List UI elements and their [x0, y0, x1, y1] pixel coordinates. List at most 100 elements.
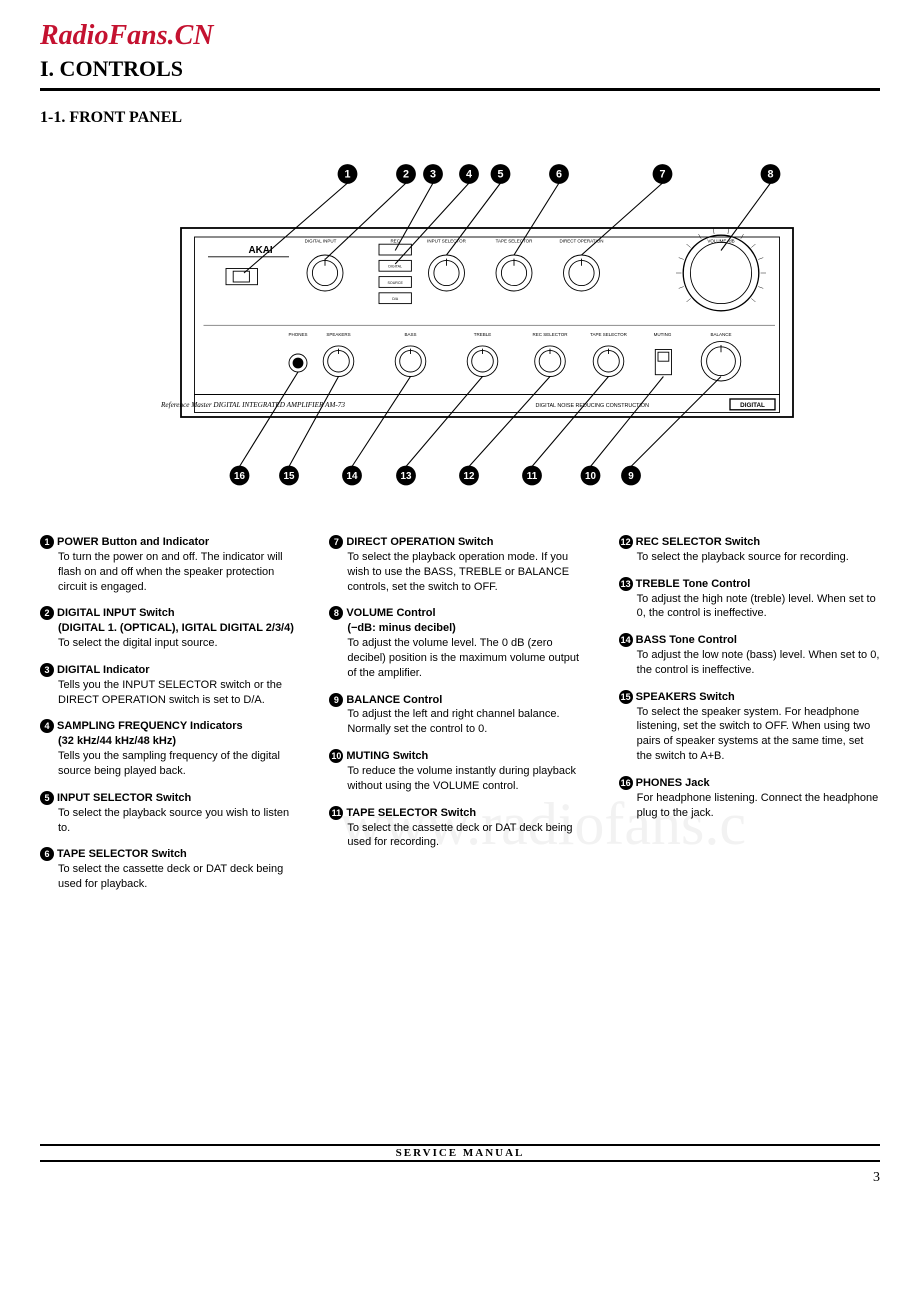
entry-num: 9 [329, 693, 343, 707]
entry-num: 2 [40, 606, 54, 620]
svg-text:Reference Master DIGITAL INTE: Reference Master DIGITAL INTEGRATED AMPL… [160, 401, 345, 409]
entry-num: 6 [40, 847, 54, 861]
entry-title: INPUT SELECTOR Switch [57, 792, 191, 804]
entry-num: 5 [40, 791, 54, 805]
entry-title: SAMPLING FREQUENCY Indicators [57, 720, 243, 732]
entry-desc: To select the speaker system. For headph… [637, 705, 880, 764]
entry-4: 4SAMPLING FREQUENCY Indicators (32 kHz/44… [40, 719, 301, 778]
svg-text:PHONES: PHONES [288, 332, 307, 337]
entry-num: 14 [619, 633, 633, 647]
entry-16: 16PHONES Jack For headphone listening. Co… [619, 776, 880, 821]
entry-num: 16 [619, 776, 633, 790]
description-columns: 1POWER Button and Indicator To turn the p… [40, 535, 880, 904]
entry-13: 13TREBLE Tone ControlTo adjust the high … [619, 577, 880, 622]
entry-desc: To select the cassette deck or DAT deck … [347, 821, 590, 851]
svg-text:DIGITAL INPUT: DIGITAL INPUT [305, 238, 337, 243]
entry-10: 10MUTING Switch To reduce the volume inst… [329, 749, 590, 794]
entry-num: 7 [329, 535, 343, 549]
entry-desc: To reduce the volume instantly during pl… [347, 764, 590, 794]
entry-desc: Tells you the INPUT SELECTOR switch or t… [58, 678, 301, 708]
svg-text:14: 14 [347, 471, 358, 482]
entry-num: 10 [329, 749, 343, 763]
entry-desc: To adjust the high note (treble) level. … [637, 592, 880, 622]
svg-text:SPEAKERS: SPEAKERS [326, 332, 350, 337]
svg-text:TAPE SELECTOR: TAPE SELECTOR [496, 238, 534, 243]
entry-desc: To adjust the volume level. The 0 dB (ze… [347, 636, 590, 681]
svg-text:3: 3 [430, 169, 436, 181]
entry-sub: (32 kHz/44 kHz/48 kHz) [58, 734, 301, 749]
entry-12: 12REC SELECTOR Switch To select the playb… [619, 535, 880, 565]
entry-desc: To adjust the left and right channel bal… [347, 707, 590, 737]
svg-text:15: 15 [284, 471, 295, 482]
svg-text:7: 7 [660, 169, 666, 181]
svg-text:DIGITAL: DIGITAL [388, 265, 402, 269]
page-number: 3 [40, 1170, 880, 1186]
entry-title: REC SELECTOR Switch [636, 536, 760, 548]
section-rule [40, 88, 880, 91]
entry-title: SPEAKERS Switch [636, 691, 735, 703]
entry-11: 11TAPE SELECTOR Switch To select the cass… [329, 806, 590, 851]
svg-text:6: 6 [556, 169, 562, 181]
svg-text:11: 11 [527, 471, 538, 482]
svg-text:SOURCE: SOURCE [388, 281, 404, 285]
entry-desc: Tells you the sampling frequency of the … [58, 749, 301, 779]
entry-15: 15SPEAKERS Switch To select the speaker s… [619, 690, 880, 764]
entry-title: DIGITAL INPUT Switch [57, 607, 175, 619]
entry-title: POWER Button and Indicator [57, 536, 209, 548]
entry-title: BASS Tone Control [636, 634, 737, 646]
entry-desc: To select the cassette deck or DAT deck … [58, 862, 301, 892]
entry-desc: To adjust the low note (bass) level. Whe… [637, 648, 880, 678]
svg-text:4: 4 [466, 169, 472, 181]
svg-text:TREBLE: TREBLE [474, 332, 492, 337]
entry-5: 5INPUT SELECTOR Switch To select the play… [40, 791, 301, 836]
entry-2: 2DIGITAL INPUT Switch (DIGITAL 1. (OPTICA… [40, 606, 301, 651]
svg-text:12: 12 [464, 471, 475, 482]
entry-sub: (−dB: minus decibel) [347, 621, 590, 636]
svg-text:BALANCE: BALANCE [710, 332, 731, 337]
entry-desc: To select the playback source for record… [637, 550, 880, 565]
svg-text:DIGITAL NOISE REDUCING CONSTRU: DIGITAL NOISE REDUCING CONSTRUCTION [536, 403, 650, 409]
svg-text:REC SELECTOR: REC SELECTOR [533, 332, 569, 337]
svg-text:D/A: D/A [392, 297, 399, 301]
site-title: RadioFans.CN [40, 20, 880, 52]
entry-title: DIGITAL Indicator [57, 664, 150, 676]
entry-num: 15 [619, 690, 633, 704]
entry-title: TAPE SELECTOR Switch [57, 848, 187, 860]
svg-text:16: 16 [234, 471, 245, 482]
svg-text:BASS: BASS [404, 332, 416, 337]
entry-title: DIRECT OPERATION Switch [346, 536, 493, 548]
entry-desc: To select the digital input source. [58, 636, 301, 651]
entry-title: MUTING Switch [346, 750, 428, 762]
svg-text:9: 9 [628, 471, 634, 482]
entry-sub: (DIGITAL 1. (OPTICAL), IGITAL DIGITAL 2/… [58, 621, 301, 636]
entry-num: 11 [329, 806, 343, 820]
entry-num: 4 [40, 719, 54, 733]
section-title: I. CONTROLS [40, 56, 880, 82]
entry-desc: To select the playback source you wish t… [58, 806, 301, 836]
entry-num: 3 [40, 663, 54, 677]
entry-num: 8 [329, 606, 343, 620]
front-panel-diagram: Reference Master DIGITAL INTEGRATED AMPL… [40, 147, 880, 507]
svg-text:1: 1 [345, 169, 351, 181]
entry-9: 9BALANCE ControlTo adjust the left and r… [329, 693, 590, 738]
entry-num: 12 [619, 535, 633, 549]
entry-desc: For headphone listening. Connect the hea… [637, 791, 880, 821]
entry-title: BALANCE Control [346, 694, 442, 706]
entry-title: TAPE SELECTOR Switch [346, 807, 476, 819]
svg-text:8: 8 [768, 169, 774, 181]
entry-7: 7DIRECT OPERATION Switch To select the pl… [329, 535, 590, 594]
entry-desc: To select the playback operation mode. I… [347, 550, 590, 595]
entry-8: 8VOLUME Control(−dB: minus decibel)To ad… [329, 606, 590, 680]
entry-num: 1 [40, 535, 54, 549]
entry-title: TREBLE Tone Control [636, 578, 751, 590]
entry-14: 14BASS Tone Control To adjust the low not… [619, 633, 880, 678]
entry-1: 1POWER Button and Indicator To turn the p… [40, 535, 301, 594]
svg-text:MUTING: MUTING [654, 332, 672, 337]
entry-desc: To turn the power on and off. The indica… [58, 550, 301, 595]
svg-text:INPUT SELECTOR: INPUT SELECTOR [427, 238, 467, 243]
diagram-svg: Reference Master DIGITAL INTEGRATED AMPL… [90, 147, 830, 507]
entry-title: PHONES Jack [636, 777, 710, 789]
svg-text:10: 10 [585, 471, 596, 482]
svg-text:5: 5 [498, 169, 504, 181]
column-1: 1POWER Button and Indicator To turn the p… [40, 535, 301, 904]
